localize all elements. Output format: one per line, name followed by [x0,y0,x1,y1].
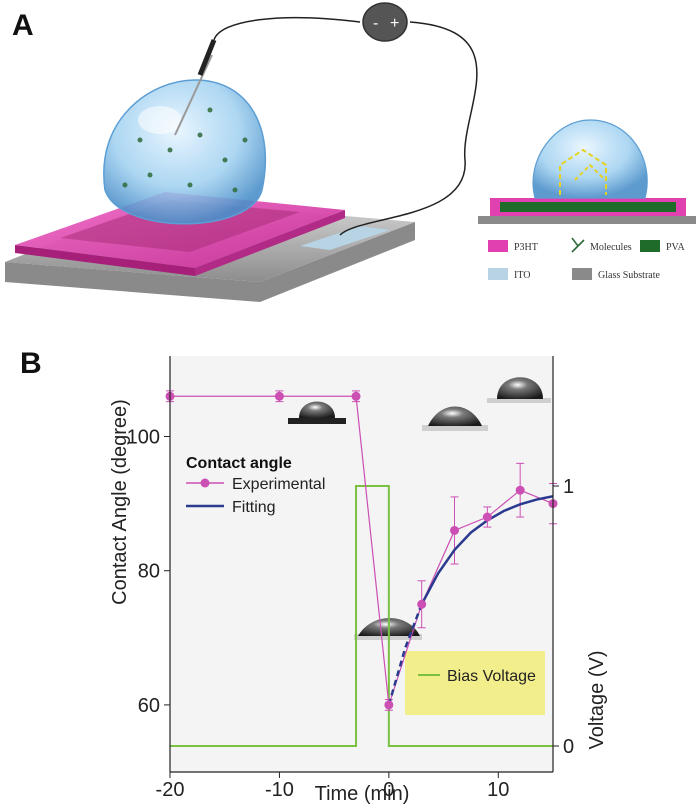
droplet [103,79,267,225]
experimental-point [384,700,394,710]
legend-label-molecules: Molecules [590,242,632,253]
fitting-line-dashed [387,603,423,706]
ito-layer [300,226,390,250]
axes-layer: -20 -10 0 10 60 80 100 0 1 [127,356,574,801]
legend-label-bias-voltage: Bias Voltage [447,668,536,685]
experimental-point [450,525,460,535]
experimental-point [515,485,525,495]
y2-axis-title: Voltage (V) [586,651,608,750]
y-tick-label: 60 [138,695,160,717]
droplet-snapshot-3 [487,377,551,403]
experimental-point [482,512,492,522]
y-axis-title: Contact Angle (degree) [109,399,131,605]
cross-section [478,119,696,224]
plus-sign: + [390,15,399,32]
legend-swatch-glass [572,268,592,280]
x-tick-label: -20 [156,779,185,801]
minus-sign: - [373,15,378,32]
chart: -20 -10 0 10 60 80 100 0 1 Contact angle Experim… [109,356,608,805]
legend-title: Contact angle [186,455,292,472]
legend-swatch-p3ht [488,240,508,252]
legend-label-p3ht: P3HT [514,242,538,253]
bias-voltage-legend-box [405,651,545,715]
experimental-point [417,599,427,609]
legend-swatch-pva [640,240,660,252]
legend-marker-experimental [200,478,210,488]
y-tick-label: 80 [138,561,160,583]
wire-left [213,16,361,41]
x-tick-label: 0 [383,779,394,801]
y-tick-label: 100 [127,427,160,449]
legend-label-ito: ITO [514,270,530,281]
panel-b-letter: B [20,347,42,380]
x-tick-label: 10 [487,779,509,801]
legend-label-experimental: Experimental [232,476,325,493]
experimental-point [274,391,284,401]
electrode-probe [174,39,217,136]
voltage-source: - + [362,2,408,42]
chart-legend: Contact angle Experimental Fitting Bias … [186,455,536,685]
legend-label-glass: Glass Substrate [598,270,661,281]
panel-a-legend: P3HT Molecules PVA ITO Glass Substrate [488,237,685,281]
bias-voltage-line [170,485,553,747]
panel-a: A [5,2,696,302]
droplet-snapshot-2 [422,406,488,431]
y2-tick-label: 0 [563,736,574,758]
molecule-icon [571,237,585,253]
droplet-snapshot-1 [288,401,346,424]
legend-swatch-ito [488,268,508,280]
y2-tick-label: 1 [563,476,574,498]
panel-a-letter: A [12,9,34,42]
x-tick-label: -10 [265,779,294,801]
wire-right [339,21,478,236]
legend-label-pva: PVA [666,242,685,253]
experimental-point [351,391,361,401]
legend-label-fitting: Fitting [232,499,276,516]
x-axis-title: Time (min) [315,783,410,805]
